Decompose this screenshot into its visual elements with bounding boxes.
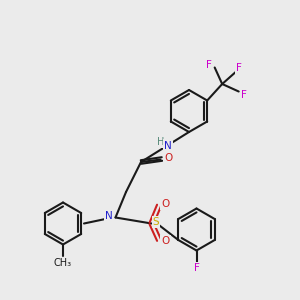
Text: F: F: [241, 89, 247, 100]
Text: S: S: [153, 217, 159, 227]
Text: F: F: [194, 263, 200, 273]
Text: N: N: [164, 140, 172, 151]
Text: H: H: [157, 137, 164, 147]
Text: O: O: [161, 236, 170, 247]
Text: F: F: [236, 63, 242, 74]
Text: O: O: [161, 199, 170, 209]
Text: O: O: [164, 153, 173, 164]
Text: F: F: [206, 59, 212, 70]
Text: N: N: [105, 211, 113, 221]
Text: CH₃: CH₃: [54, 257, 72, 268]
